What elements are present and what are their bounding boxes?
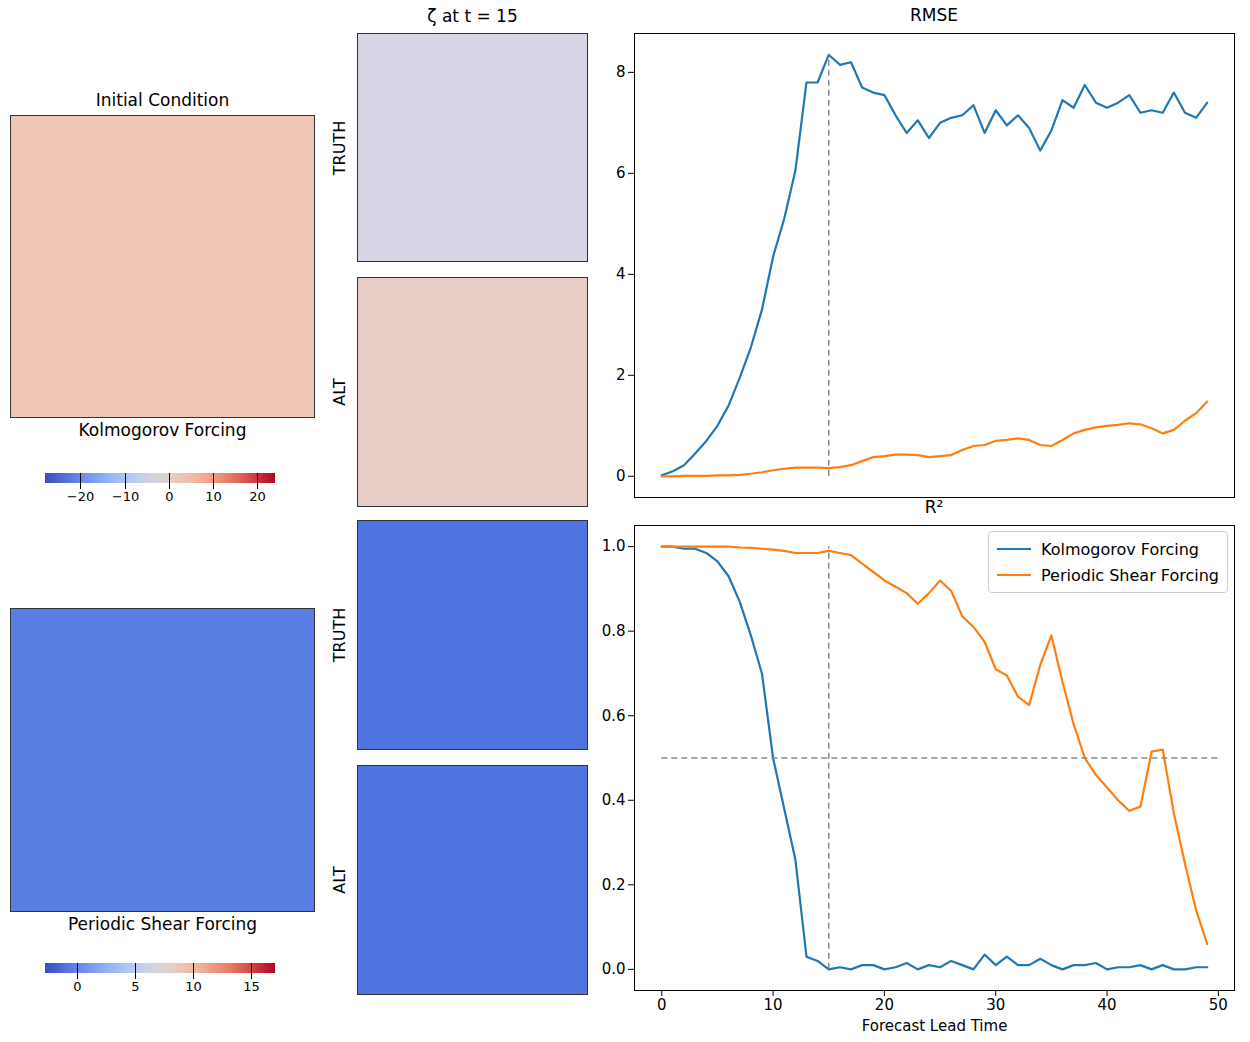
- svg-text:20: 20: [249, 489, 266, 504]
- svg-text:0.0: 0.0: [602, 960, 626, 978]
- svg-text:0: 0: [73, 979, 81, 994]
- svg-text:0.6: 0.6: [602, 707, 626, 725]
- html-text:Initial Condition: Initial Condition: [95, 90, 230, 110]
- svg-text:5: 5: [131, 979, 139, 994]
- svg-text:−20: −20: [67, 489, 94, 504]
- svg-text:−10: −10: [112, 489, 139, 504]
- svg-text:Forecast Lead Time: Forecast Lead Time: [862, 1017, 1008, 1035]
- svg-text:0: 0: [165, 489, 173, 504]
- svg-text:40: 40: [1097, 996, 1116, 1014]
- svg-text:0.2: 0.2: [602, 876, 626, 894]
- svg-text:30: 30: [986, 996, 1005, 1014]
- svg-text:10: 10: [205, 489, 222, 504]
- html-text:R²: R²: [924, 497, 944, 517]
- svg-text:6: 6: [616, 164, 626, 182]
- html-text:TRUTH: TRUTH: [330, 607, 349, 663]
- html-text:TRUTH: TRUTH: [330, 120, 349, 175]
- html-text:Periodic Shear Forcing: Periodic Shear Forcing: [1041, 565, 1219, 585]
- svg-text:0.8: 0.8: [602, 622, 626, 640]
- svg-text:15: 15: [243, 979, 260, 994]
- svg-text:10: 10: [764, 996, 783, 1014]
- svg-text:50: 50: [1209, 996, 1228, 1014]
- html-text:ζ at t = 15: ζ at t = 15: [427, 6, 518, 26]
- html-text:Kolmogorov Forcing: Kolmogorov Forcing: [1041, 539, 1199, 559]
- svg-text:0: 0: [657, 996, 667, 1014]
- svg-text:1.0: 1.0: [602, 537, 626, 555]
- html-text:RMSE: RMSE: [910, 5, 958, 25]
- svg-text:10: 10: [185, 979, 202, 994]
- svg-text:2: 2: [616, 366, 626, 384]
- html-text:Periodic Shear Forcing: Periodic Shear Forcing: [67, 914, 258, 934]
- svg-text:0.4: 0.4: [602, 791, 626, 809]
- svg-text:4: 4: [616, 265, 626, 283]
- html-text:ALT: ALT: [330, 378, 349, 406]
- svg-text:20: 20: [875, 996, 894, 1014]
- svg-text:0: 0: [616, 467, 626, 485]
- html-text:Kolmogorov Forcing: Kolmogorov Forcing: [78, 420, 247, 440]
- html-text:ALT: ALT: [330, 866, 349, 894]
- svg-text:8: 8: [616, 63, 626, 81]
